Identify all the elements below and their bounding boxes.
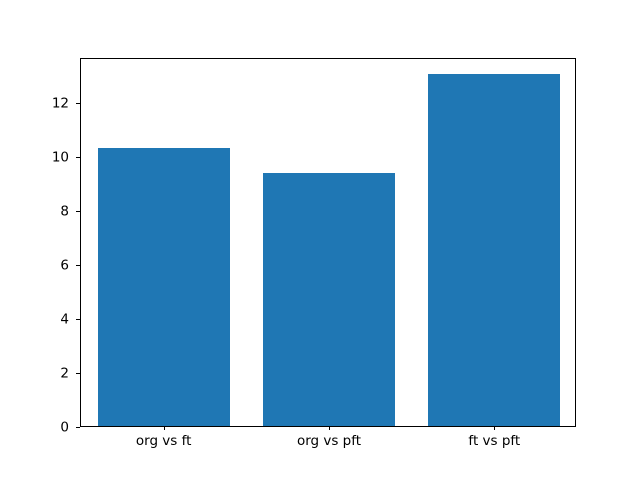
x-tick-mark <box>329 426 330 430</box>
y-tick-mark <box>76 264 80 266</box>
y-tick-mark <box>76 427 80 428</box>
y-tick-mark <box>76 210 80 212</box>
x-tick-label: ft vs pft <box>468 433 521 449</box>
y-tick-label: 6 <box>60 257 69 274</box>
y-tick-label: 10 <box>51 148 69 165</box>
y-tick-label: 8 <box>60 202 69 219</box>
bar-org-vs-pft <box>262 173 396 426</box>
x-tick-label: org vs pft <box>296 433 362 449</box>
y-tick-label: 0 <box>60 419 69 436</box>
y-tick-mark <box>76 102 80 104</box>
x-tick-label: org vs ft <box>135 433 192 449</box>
y-tick-mark <box>76 156 80 158</box>
y-tick-mark <box>76 318 80 320</box>
y-tick-label: 2 <box>60 365 69 382</box>
bar-org-vs-ft <box>97 148 230 426</box>
x-tick-mark <box>494 426 496 430</box>
y-tick-label: 4 <box>60 311 69 328</box>
bar-ft-vs-pft <box>428 73 561 426</box>
y-tick-label: 12 <box>51 94 69 111</box>
plot-area: 0 2 4 6 8 10 12 org vs ft org vs pft ft vs pft <box>52 58 576 448</box>
x-tick-mark <box>163 426 165 430</box>
y-tick-mark <box>76 372 80 374</box>
